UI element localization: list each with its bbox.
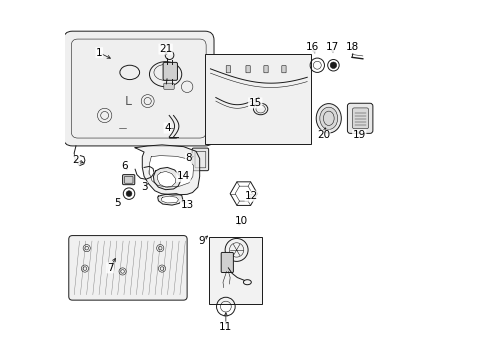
Polygon shape [153, 167, 180, 190]
Bar [208, 237, 262, 304]
Text: 12: 12 [244, 191, 258, 201]
Polygon shape [158, 194, 183, 205]
Circle shape [329, 62, 336, 68]
FancyBboxPatch shape [122, 175, 135, 185]
FancyBboxPatch shape [245, 66, 250, 73]
Text: 7: 7 [106, 263, 113, 273]
FancyBboxPatch shape [264, 66, 267, 73]
Text: 16: 16 [305, 42, 319, 52]
FancyBboxPatch shape [163, 83, 174, 89]
Text: 5: 5 [114, 198, 120, 208]
Polygon shape [149, 156, 193, 187]
FancyBboxPatch shape [192, 148, 208, 171]
Bar [204, 54, 310, 144]
FancyBboxPatch shape [346, 103, 372, 134]
FancyBboxPatch shape [221, 252, 233, 273]
Text: 10: 10 [234, 216, 247, 226]
FancyBboxPatch shape [163, 62, 177, 80]
FancyBboxPatch shape [352, 108, 368, 129]
Ellipse shape [319, 107, 337, 130]
FancyBboxPatch shape [226, 66, 230, 73]
Text: 14: 14 [177, 171, 190, 181]
FancyBboxPatch shape [281, 66, 285, 73]
Polygon shape [135, 145, 199, 195]
Polygon shape [161, 196, 178, 203]
Circle shape [126, 191, 132, 197]
Text: 6: 6 [121, 161, 127, 171]
Text: 1: 1 [96, 48, 102, 58]
Text: 4: 4 [164, 123, 170, 133]
Text: 17: 17 [325, 42, 338, 52]
Ellipse shape [316, 104, 341, 133]
Text: 8: 8 [185, 153, 192, 163]
Text: 13: 13 [180, 200, 193, 210]
FancyBboxPatch shape [69, 235, 187, 300]
Polygon shape [157, 171, 175, 187]
Text: 2: 2 [73, 155, 79, 165]
Text: 18: 18 [345, 42, 358, 52]
Text: 15: 15 [248, 98, 262, 108]
Text: 21: 21 [159, 44, 172, 54]
Text: 20: 20 [316, 130, 329, 140]
Text: 11: 11 [219, 322, 232, 332]
Text: L: L [124, 95, 131, 108]
Text: 19: 19 [352, 130, 365, 140]
Text: 3: 3 [141, 182, 147, 192]
FancyBboxPatch shape [63, 31, 214, 146]
Text: 9: 9 [198, 236, 204, 246]
